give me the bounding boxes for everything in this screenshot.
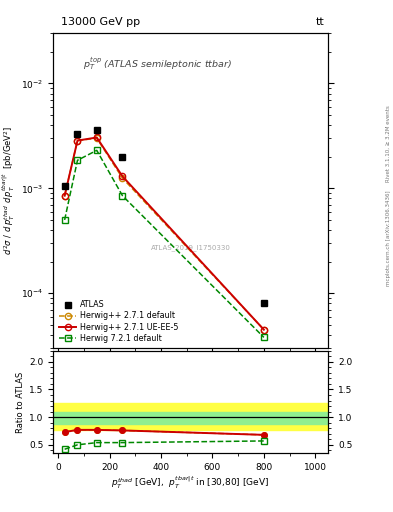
Y-axis label: Ratio to ATLAS: Ratio to ATLAS [16,371,25,433]
ATLAS [261,301,266,307]
Text: Rivet 3.1.10, ≥ 3.2M events: Rivet 3.1.10, ≥ 3.2M events [386,105,391,182]
Herwig++ 2.7.1 default [94,135,99,141]
Herwig++ 2.7.1 UE-EE-5 [75,138,80,144]
Herwig 7.2.1 default [62,217,67,223]
ATLAS [94,127,99,133]
X-axis label: $p_T^{thad}$ [GeV],  $p_T^{tbar|t}$ in [30,80] [GeV]: $p_T^{thad}$ [GeV], $p_T^{tbar|t}$ in [3… [112,475,270,491]
Line: ATLAS: ATLAS [61,127,267,307]
Line: Herwig 7.2.1 default: Herwig 7.2.1 default [61,147,267,340]
Line: Herwig++ 2.7.1 UE-EE-5: Herwig++ 2.7.1 UE-EE-5 [61,134,267,333]
Herwig++ 2.7.1 UE-EE-5 [120,173,125,179]
Y-axis label: $d^2\sigma$ / $d\,p_T^{thad}$ $d\,p_T^{tbar|t}$  [pb/GeV$^2$]: $d^2\sigma$ / $d\,p_T^{thad}$ $d\,p_T^{t… [0,126,17,255]
Herwig 7.2.1 default [120,193,125,199]
Herwig++ 2.7.1 UE-EE-5 [261,327,266,333]
Herwig++ 2.7.1 default [75,138,80,144]
ATLAS [62,183,67,189]
Herwig 7.2.1 default [94,147,99,154]
Bar [53,403,328,431]
ATLAS [75,131,80,137]
Text: 13000 GeV pp: 13000 GeV pp [61,17,140,27]
Line: Herwig++ 2.7.1 default: Herwig++ 2.7.1 default [61,135,267,333]
Herwig++ 2.7.1 default [62,193,67,199]
Herwig++ 2.7.1 default [120,175,125,181]
Text: mcplots.cern.ch [arXiv:1306.3436]: mcplots.cern.ch [arXiv:1306.3436] [386,190,391,286]
Herwig++ 2.7.1 UE-EE-5 [94,135,99,141]
ATLAS [120,154,125,160]
Text: ATLAS_2019_I1750330: ATLAS_2019_I1750330 [151,244,231,251]
Herwig 7.2.1 default [261,334,266,340]
Herwig++ 2.7.1 default [261,327,266,333]
Herwig++ 2.7.1 UE-EE-5 [62,193,67,199]
Bar [53,412,328,424]
Text: $p_T^{top}$ (ATLAS semileptonic ttbar): $p_T^{top}$ (ATLAS semileptonic ttbar) [83,55,232,72]
Text: tt: tt [316,17,324,27]
Legend: ATLAS, Herwig++ 2.7.1 default, Herwig++ 2.7.1 UE-EE-5, Herwig 7.2.1 default: ATLAS, Herwig++ 2.7.1 default, Herwig++ … [57,299,180,344]
Herwig 7.2.1 default [75,157,80,163]
